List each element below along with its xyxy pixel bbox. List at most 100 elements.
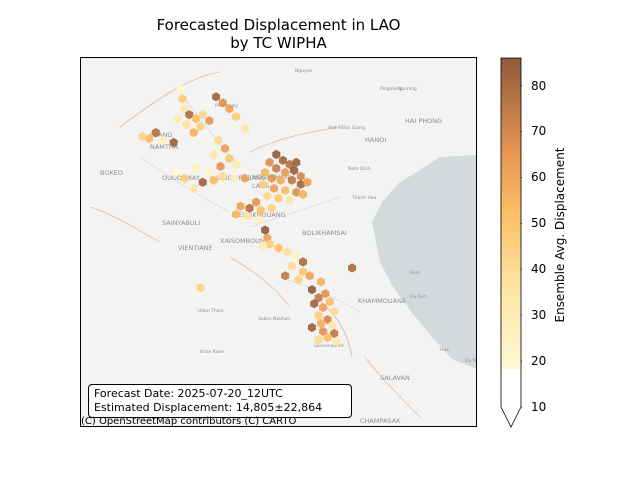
colorbar-tick-label: 80 [531, 78, 547, 93]
colorbar-tick-label: 50 [531, 216, 547, 231]
displacement-hex [205, 167, 214, 177]
displacement-hex [225, 153, 234, 164]
displacement-hex [348, 263, 357, 273]
displacement-hex [171, 167, 180, 177]
displacement-hex [292, 157, 301, 167]
place-label: Viet Tri [328, 125, 343, 131]
displacement-hex [299, 267, 307, 277]
displacement-hex [196, 122, 205, 132]
place-label: XIENGKHOUANG [232, 211, 286, 219]
displacement-hex [196, 283, 205, 293]
displacement-hex [310, 299, 319, 309]
place-label: Pingxiang [380, 86, 402, 92]
displacement-hex [305, 271, 314, 281]
displacement-hex [183, 120, 191, 130]
place-label: SALAVAN [380, 374, 410, 382]
displacement-hex [258, 241, 267, 251]
displacement-hex [138, 132, 147, 142]
colorbar-under-band [501, 369, 521, 407]
displacement-hex [185, 110, 194, 120]
displacement-hex [180, 173, 189, 183]
displacement-hex [319, 326, 328, 337]
colorbar-label: Ensemble Avg. Displacement [553, 147, 567, 323]
displacement-hex [218, 171, 227, 181]
place-label: Bac Giang [342, 125, 365, 131]
place-label: LUANG PRABANG [210, 174, 266, 182]
displacement-hex [296, 179, 305, 189]
displacement-hex [281, 271, 290, 281]
displacement-hex [145, 134, 154, 144]
place-label: CHAMPASAK [360, 417, 401, 425]
displacement-hex [254, 215, 263, 225]
title-line-2: by TC WIPHA [230, 34, 327, 52]
country-border [139, 86, 361, 313]
displacement-hex [316, 277, 325, 287]
displacement-hex [323, 332, 332, 343]
displacement-hex [279, 155, 287, 165]
colorbar-tick-label: 30 [531, 308, 547, 323]
place-label: KHAMMOUANE [358, 297, 406, 305]
displacement-hex [169, 137, 178, 148]
displacement-hex [330, 328, 339, 339]
displacement-hex [258, 179, 267, 189]
displacement-hex [261, 225, 270, 235]
displacement-hex [292, 251, 301, 261]
displacement-hex [308, 285, 316, 295]
displacement-hex [241, 173, 249, 183]
place-label: HAI PHONG [405, 117, 442, 125]
map-frame [80, 57, 477, 427]
place-label: Udon Thani [198, 308, 224, 314]
displacement-hex [287, 175, 296, 185]
map-panel[interactable]: LUANGNAMTHAOUDOMXAYLUANG PRABANGHOUAPHAN… [80, 57, 477, 427]
colorbar-tick-label: 60 [531, 170, 547, 185]
displacement-hex [174, 114, 183, 124]
displacement-hex [272, 149, 281, 160]
displacement-hex [245, 203, 254, 213]
displacement-hex [321, 289, 330, 299]
displacement-hex [314, 311, 323, 321]
place-label: Nguyen [295, 68, 313, 74]
displacement-hex [314, 293, 323, 303]
displacement-hex [225, 104, 234, 114]
displacement-hex [176, 84, 185, 94]
displacement-hex [330, 307, 339, 317]
place-label: LUANG [150, 131, 172, 139]
displacement-hex [198, 110, 207, 120]
place-label: SAINYABULI [162, 219, 200, 227]
displacement-hex [232, 159, 241, 169]
displacement-hex [267, 173, 276, 183]
displacement-hex [265, 239, 274, 249]
displacement-hex [316, 319, 325, 329]
displacement-hex [158, 135, 167, 146]
displacement-hex [241, 124, 249, 134]
displacement-hex [256, 205, 265, 215]
displacement-hex [214, 135, 223, 146]
displacement-hex [308, 322, 316, 333]
displacement-hex [294, 275, 303, 285]
place-label: Hue [440, 347, 449, 353]
displacement-hex [274, 193, 283, 203]
displacement-hex [209, 175, 218, 185]
displacement-hex [323, 315, 332, 325]
displacement-hex [296, 171, 305, 181]
displacement-hex [276, 175, 285, 185]
displacement-hex [229, 173, 238, 183]
colorbar-gradient [501, 58, 521, 369]
forecast-info-box: Forecast Date: 2025-07-20_12UTC Estimate… [88, 384, 352, 418]
colorbar-extend-triangle [500, 406, 522, 428]
displacement-hex [328, 320, 336, 331]
displacement-hex [303, 177, 312, 187]
displacement-hex [212, 92, 220, 102]
place-label: Vinh [410, 270, 420, 276]
displacement-hex [252, 197, 261, 207]
displacement-hex [198, 177, 207, 187]
displacement-hex [281, 185, 290, 195]
displacement-hex [216, 161, 225, 171]
place-label: VIENTIANE [178, 244, 213, 252]
place-label: Nanning [398, 86, 417, 92]
place-label: NAMTHA [150, 143, 179, 151]
displacement-hex [236, 201, 245, 211]
estimated-displacement-text: Estimated Displacement: 14,805±22,864 [94, 401, 323, 414]
displacement-hex [299, 257, 307, 267]
displacement-hex [290, 165, 299, 175]
